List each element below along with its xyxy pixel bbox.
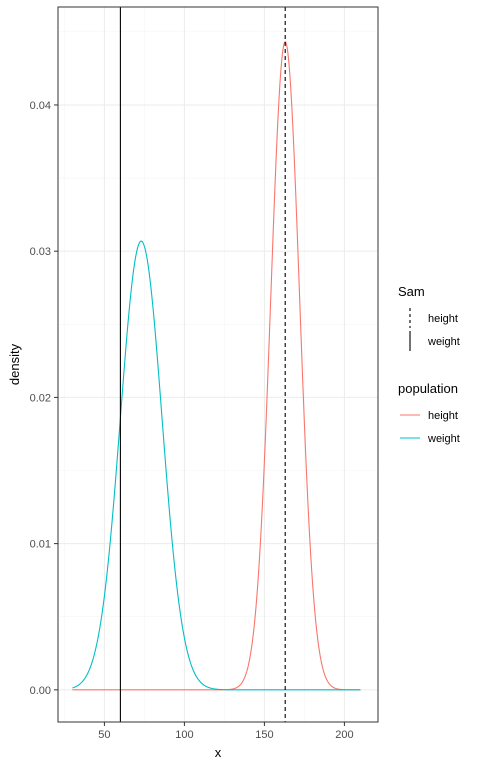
- x-axis-title: x: [215, 745, 222, 760]
- legend-label: height: [428, 313, 458, 325]
- x-axis-ticks: 50 100 150 200: [98, 722, 354, 741]
- y-tick-label: 0.03: [30, 246, 51, 258]
- x-tick-label: 200: [335, 729, 353, 741]
- y-tick-label: 0.04: [30, 100, 51, 112]
- legend-label: height: [428, 410, 458, 422]
- x-tick-label: 50: [98, 729, 110, 741]
- legend-label: weight: [427, 336, 460, 348]
- sam-vertical-lines: [119, 7, 286, 722]
- legend-label: weight: [427, 433, 460, 445]
- minor-gridlines: [58, 7, 378, 722]
- y-axis-ticks: 0.00 0.01 0.02 0.03 0.04: [30, 100, 58, 697]
- x-tick-label: 100: [175, 729, 193, 741]
- y-tick-label: 0.02: [30, 392, 51, 404]
- y-axis-title: density: [7, 343, 22, 385]
- y-tick-label: 0.01: [30, 539, 51, 551]
- x-tick-label: 150: [255, 729, 273, 741]
- legend: Sam height weight population height weight: [398, 284, 460, 445]
- y-tick-label: 0.00: [30, 685, 51, 697]
- legend-title: Sam: [398, 284, 425, 299]
- plot-panel-border: [57, 6, 379, 723]
- legend-title: population: [398, 381, 458, 396]
